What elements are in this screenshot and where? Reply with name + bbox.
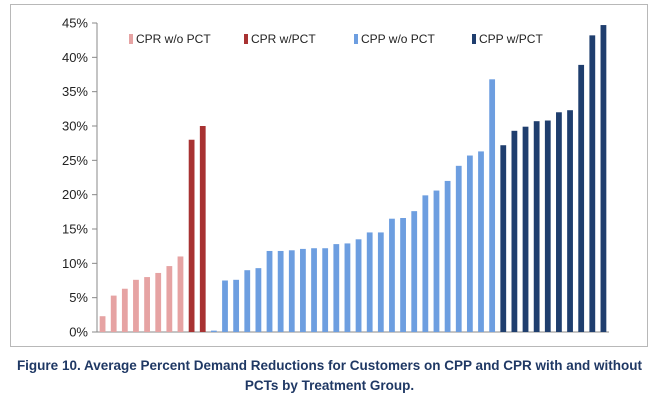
bar-cpp-w-pct <box>500 145 507 332</box>
bar-cpp-w-o-pct <box>266 250 273 332</box>
legend-swatch-cpr-w-pct <box>244 34 248 44</box>
y-tick-label: 20% <box>62 187 88 202</box>
bar-cpp-w-o-pct <box>244 270 251 332</box>
y-tick-label: 15% <box>62 222 88 237</box>
y-tick-label: 10% <box>62 256 88 271</box>
legend-label-cpp-w-pct: CPP w/PCT <box>479 32 543 46</box>
bar-cpp-w-o-pct <box>344 243 351 332</box>
legend: CPR w/o PCT CPR w/PCT CPP w/o PCT CPP w/PCT <box>129 32 543 46</box>
bar-cpp-w-pct <box>522 126 529 332</box>
bar-cpr-w-o-pct <box>121 288 128 332</box>
y-tick-label: 45% <box>62 16 88 31</box>
y-tick-label: 0% <box>69 325 88 340</box>
bar-chart: 0% 5% 10% 15% 20% 25% 30% 35% 40% 45% CPR w/o PCT… <box>62 16 609 340</box>
y-tick-label: 5% <box>69 290 88 305</box>
bar-cpp-w-o-pct <box>333 244 340 332</box>
bar-cpp-w-o-pct <box>322 248 329 332</box>
bar-cpp-w-o-pct <box>233 279 240 332</box>
legend-label-cpp-w-o-pct: CPP w/o PCT <box>361 32 435 46</box>
bar-cpp-w-o-pct <box>355 239 362 332</box>
bar-cpp-w-pct <box>578 64 585 332</box>
bar-cpp-w-o-pct <box>422 195 429 332</box>
figure-caption: Figure 10. Average Percent Demand Reduct… <box>0 356 659 396</box>
legend-swatch-cpr-w-o-pct <box>129 34 133 44</box>
bars <box>99 25 607 333</box>
bar-cpr-w-pct <box>199 126 206 332</box>
caption-line-2: PCTs by Treatment Group. <box>244 378 415 393</box>
bar-cpp-w-pct <box>533 121 540 332</box>
bar-cpp-w-o-pct <box>277 250 284 332</box>
bar-cpr-w-o-pct <box>110 295 117 332</box>
legend-swatch-cpp-w-pct <box>472 34 476 44</box>
bar-cpp-w-o-pct <box>400 218 406 332</box>
bar-cpp-w-o-pct <box>366 232 373 332</box>
bar-cpp-w-o-pct <box>411 211 418 332</box>
legend-swatch-cpp-w-o-pct <box>354 34 358 44</box>
bar-cpp-w-o-pct <box>311 248 317 332</box>
bar-cpr-w-o-pct <box>133 279 139 332</box>
chart-frame: 0% 5% 10% 15% 20% 25% 30% 35% 40% 45% CPR w/o PCT… <box>10 4 648 347</box>
bar-cpp-w-o-pct <box>466 155 473 332</box>
y-tick-label: 35% <box>62 84 88 99</box>
bar-cpp-w-pct <box>567 110 573 333</box>
y-tick-label: 25% <box>62 153 88 168</box>
bar-cpr-w-o-pct <box>166 266 173 332</box>
bar-cpp-w-o-pct <box>389 218 395 332</box>
bar-cpp-w-pct <box>589 35 596 333</box>
y-tick-label: 30% <box>62 119 88 134</box>
legend-label-cpr-w-pct: CPR w/PCT <box>251 32 316 46</box>
bar-cpp-w-pct <box>600 25 607 333</box>
bar-cpp-w-o-pct <box>222 280 228 332</box>
legend-label-cpr-w-o-pct: CPR w/o PCT <box>136 32 211 46</box>
bar-cpp-w-pct <box>544 120 551 332</box>
bar-cpr-w-o-pct <box>144 277 150 332</box>
bar-cpr-w-o-pct <box>155 272 162 332</box>
bar-cpp-w-o-pct <box>433 190 440 332</box>
bar-cpp-w-o-pct <box>210 330 217 332</box>
bar-cpr-w-pct <box>188 139 195 332</box>
bar-cpp-w-o-pct <box>255 268 262 332</box>
bar-cpp-w-o-pct <box>300 248 306 332</box>
bar-cpp-w-o-pct <box>377 232 384 332</box>
y-tick-label: 40% <box>62 50 88 65</box>
bar-cpp-w-pct <box>511 130 518 332</box>
bar-cpp-w-o-pct <box>288 250 295 332</box>
bar-cpp-w-pct <box>556 112 562 333</box>
caption-line-1: Figure 10. Average Percent Demand Reduct… <box>16 358 643 373</box>
bar-cpr-w-o-pct <box>99 316 106 332</box>
bar-cpp-w-o-pct <box>478 151 484 332</box>
bar-cpp-w-o-pct <box>489 79 496 332</box>
bar-cpr-w-o-pct <box>177 256 184 332</box>
bar-cpp-w-o-pct <box>455 165 462 332</box>
bar-cpp-w-o-pct <box>444 180 451 332</box>
